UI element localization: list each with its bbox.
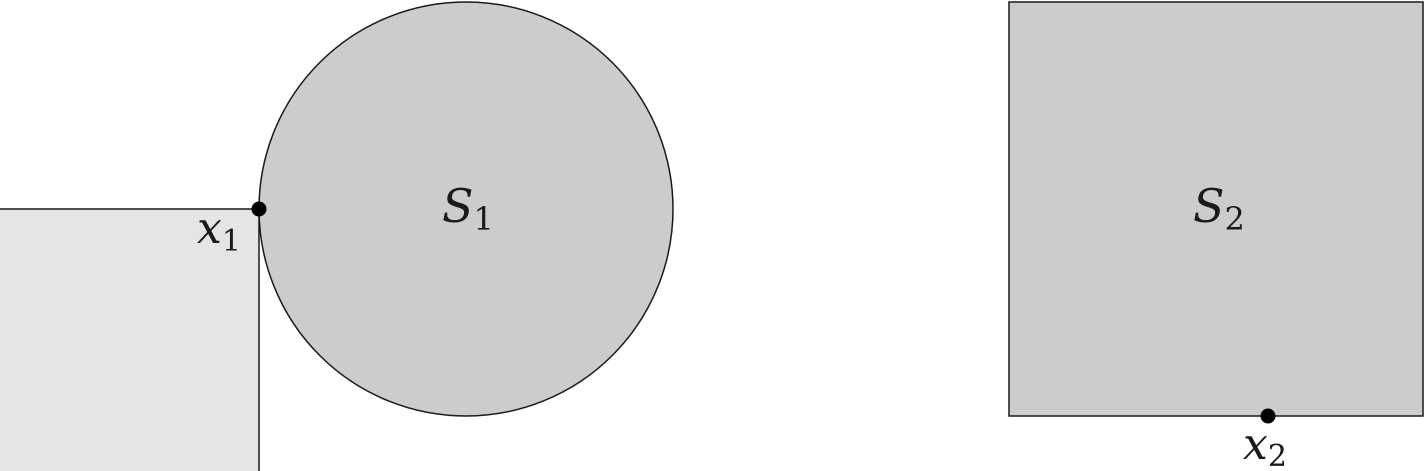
label-x1: x1 — [197, 203, 241, 259]
label-x2-sub: 2 — [1268, 439, 1287, 471]
label-s1-main: S — [442, 179, 474, 233]
point-x2 — [1260, 408, 1276, 424]
label-s2-main: S — [1193, 179, 1225, 233]
label-x2-main: x — [1243, 419, 1268, 470]
label-s2-sub: 2 — [1225, 200, 1245, 238]
quadrant-region — [0, 209, 259, 471]
label-s1: S1 — [442, 179, 494, 238]
label-s1-sub: 1 — [474, 200, 494, 238]
label-x2: x2 — [1243, 419, 1287, 471]
label-s2: S2 — [1193, 179, 1245, 238]
label-x1-sub: 1 — [222, 224, 241, 259]
point-x1 — [251, 201, 267, 217]
label-x1-main: x — [197, 203, 222, 254]
square-s2 — [1008, 1, 1424, 417]
right-panel: S2 x2 — [1008, 1, 1424, 471]
left-panel: S1 x1 — [0, 1, 674, 471]
